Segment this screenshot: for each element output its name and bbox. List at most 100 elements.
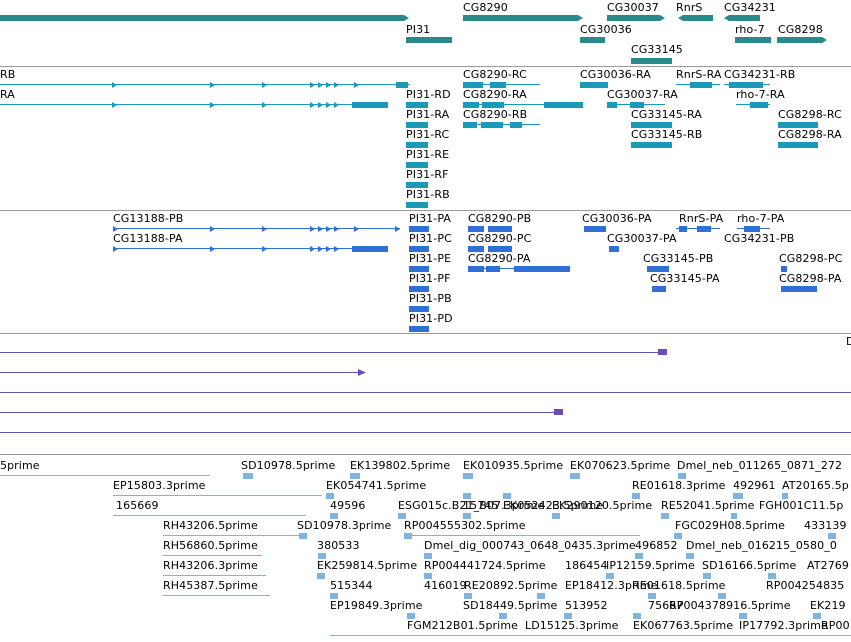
transcript-label[interactable]: PI31-RD: [406, 88, 451, 101]
cdna-label[interactable]: SD16166.5prime: [702, 559, 797, 572]
transcript-label[interactable]: RA: [0, 88, 15, 101]
transcript-label[interactable]: CG8290-PB: [468, 212, 532, 225]
cdna-label[interactable]: FGM212B01.5prime: [407, 619, 519, 632]
transcript-label[interactable]: CG8290-PA: [468, 252, 531, 265]
transcript-label[interactable]: PI31-PC: [409, 232, 452, 245]
gene-glyph-rho-7[interactable]: [735, 37, 771, 43]
transcript-label[interactable]: RB: [0, 68, 16, 81]
transcript-label[interactable]: CG30037-PA: [607, 232, 677, 245]
cdna-label[interactable]: RP004254835: [766, 579, 845, 592]
transcript-label[interactable]: CG8290-RA: [463, 88, 527, 101]
transcript-label[interactable]: PI31-PF: [409, 272, 451, 285]
gene-label[interactable]: RnrS: [676, 1, 703, 14]
transcript-label[interactable]: CG30037-RA: [607, 88, 678, 101]
cdna-label[interactable]: EK010935.5prime: [463, 459, 564, 472]
transcript-label[interactable]: CG33145-RB: [631, 128, 703, 141]
cdna-label[interactable]: EK054741.5prime: [326, 479, 427, 492]
cdna-label[interactable]: 380533: [317, 539, 360, 552]
cdna-label[interactable]: 15745: [463, 499, 499, 512]
cdna-label[interactable]: RP004555302.5prime: [404, 519, 526, 532]
cdna-label[interactable]: Dmel_dig_000743_0648_0435.3prime: [424, 539, 636, 552]
transcript-label[interactable]: CG33145-PA: [650, 272, 720, 285]
transcript-label[interactable]: CG8290-PC: [468, 232, 532, 245]
gene-glyph-cg30037[interactable]: [607, 15, 665, 21]
transcript-label[interactable]: RnrS-PA: [679, 212, 724, 225]
transcript-label[interactable]: PI31-PA: [409, 212, 451, 225]
transcript-label[interactable]: rho-7-PA: [737, 212, 785, 225]
cdna-label[interactable]: SD10978.5prime: [241, 459, 336, 472]
gene-label[interactable]: CG30036: [580, 23, 632, 36]
cdna-label[interactable]: 513952: [565, 599, 608, 612]
transcript-label[interactable]: CG8298-RC: [778, 108, 842, 121]
transcript-label[interactable]: PI31-PD: [409, 312, 453, 325]
gene-glyph-cg34231[interactable]: [724, 15, 760, 21]
cdna-label[interactable]: RE20892.5prime: [464, 579, 558, 592]
transcript-label[interactable]: rho-7-RA: [736, 88, 785, 101]
transcript-label[interactable]: PI31-RA: [406, 108, 450, 121]
cdna-label[interactable]: 433139: [804, 519, 847, 532]
gene-glyph-cg8298[interactable]: [777, 37, 827, 43]
cdna-label[interactable]: EK219: [810, 599, 846, 612]
cdna-label[interactable]: 49596: [330, 499, 366, 512]
transcript-label[interactable]: CG8298-PA: [779, 272, 842, 285]
transcript-label[interactable]: CG34231-RB: [724, 68, 796, 81]
cdna-label[interactable]: 492961: [733, 479, 776, 492]
gene-label[interactable]: CG33145: [631, 43, 683, 56]
cdna-label[interactable]: EK052423.5prime: [503, 499, 604, 512]
gene-glyph-cg8290[interactable]: [463, 15, 583, 21]
cdna-label[interactable]: RE52041.5prime: [661, 499, 755, 512]
gene-label[interactable]: CG30037: [607, 1, 659, 14]
cdna-label[interactable]: EK070623.5prime: [570, 459, 671, 472]
cdna-label[interactable]: RH43206.3prime: [163, 559, 258, 572]
transcript-label[interactable]: CG33145-PB: [643, 252, 714, 265]
cdna-label[interactable]: EK139802.5prime: [350, 459, 451, 472]
cdna-label[interactable]: Dmel_neb_011265_0871_272: [677, 459, 843, 472]
transcript-label[interactable]: CG13188-PB: [113, 212, 184, 225]
gene-glyph-cg33145[interactable]: [631, 58, 672, 64]
transcript-label[interactable]: PI31-PB: [409, 292, 452, 305]
cdna-label[interactable]: 416019: [424, 579, 467, 592]
cdna-label[interactable]: 75667: [648, 599, 684, 612]
transcript-label[interactable]: CG30036-PA: [582, 212, 652, 225]
transcript-label[interactable]: PI31-RB: [406, 188, 450, 201]
gene-label[interactable]: rho-7: [735, 23, 765, 36]
cdna-label[interactable]: RP00: [821, 619, 850, 632]
cdna-label[interactable]: SD18449.5prime: [463, 599, 558, 612]
cdna-label[interactable]: RH43206.5prime: [163, 519, 258, 532]
gene-glyph-cg13188[interactable]: [0, 15, 409, 21]
cdna-label[interactable]: 165669: [116, 499, 159, 512]
transcript-label[interactable]: CG8298-RA: [778, 128, 842, 141]
cdna-label[interactable]: EP18412.3prime: [565, 579, 658, 592]
gene-label[interactable]: CG34231: [724, 1, 776, 14]
cdna-label[interactable]: EK290120.5prime: [552, 499, 653, 512]
cdna-label[interactable]: EP15803.3prime: [113, 479, 206, 492]
est-label[interactable]: D: [846, 335, 851, 348]
transcript-label[interactable]: CG34231-PB: [724, 232, 795, 245]
cdna-label[interactable]: 186454: [565, 559, 608, 572]
gene-glyph-rnrs[interactable]: [678, 15, 713, 21]
cdna-label[interactable]: Dmel_neb_016215_0580_0: [686, 539, 837, 552]
cdna-label[interactable]: 515344: [330, 579, 373, 592]
cdna-label[interactable]: IP17792.3prime: [739, 619, 828, 632]
cdna-label[interactable]: EP19849.3prime: [330, 599, 423, 612]
transcript-label[interactable]: CG8298-PC: [779, 252, 843, 265]
gene-glyph-cg30036[interactable]: [580, 37, 605, 43]
cdna-label[interactable]: 496852: [635, 539, 678, 552]
transcript-label[interactable]: CG33145-RA: [631, 108, 702, 121]
transcript-label[interactable]: PI31-RE: [406, 148, 450, 161]
cdna-label[interactable]: AT20165.5p: [782, 479, 849, 492]
cdna-label[interactable]: LD15125.3prime: [525, 619, 619, 632]
transcript-label[interactable]: PI31-RC: [406, 128, 450, 141]
cdna-label[interactable]: IP12159.5prime: [606, 559, 695, 572]
transcript-label[interactable]: PI31-PE: [409, 252, 452, 265]
transcript-label[interactable]: CG30036-RA: [580, 68, 651, 81]
transcript-label[interactable]: CG13188-PA: [113, 232, 183, 245]
cdna-label[interactable]: RP004441724.5prime: [424, 559, 546, 572]
cdna-label[interactable]: RE01618.3prime: [632, 479, 726, 492]
cdna-label[interactable]: SD10978.3prime: [297, 519, 392, 532]
gene-label[interactable]: CG8290: [463, 1, 508, 14]
cdna-label[interactable]: RH56860.5prime: [163, 539, 258, 552]
cdna-label[interactable]: RP004378916.5prime: [669, 599, 791, 612]
cdna-label[interactable]: FGH001C11.5p: [759, 499, 844, 512]
transcript-label[interactable]: CG8290-RC: [463, 68, 527, 81]
